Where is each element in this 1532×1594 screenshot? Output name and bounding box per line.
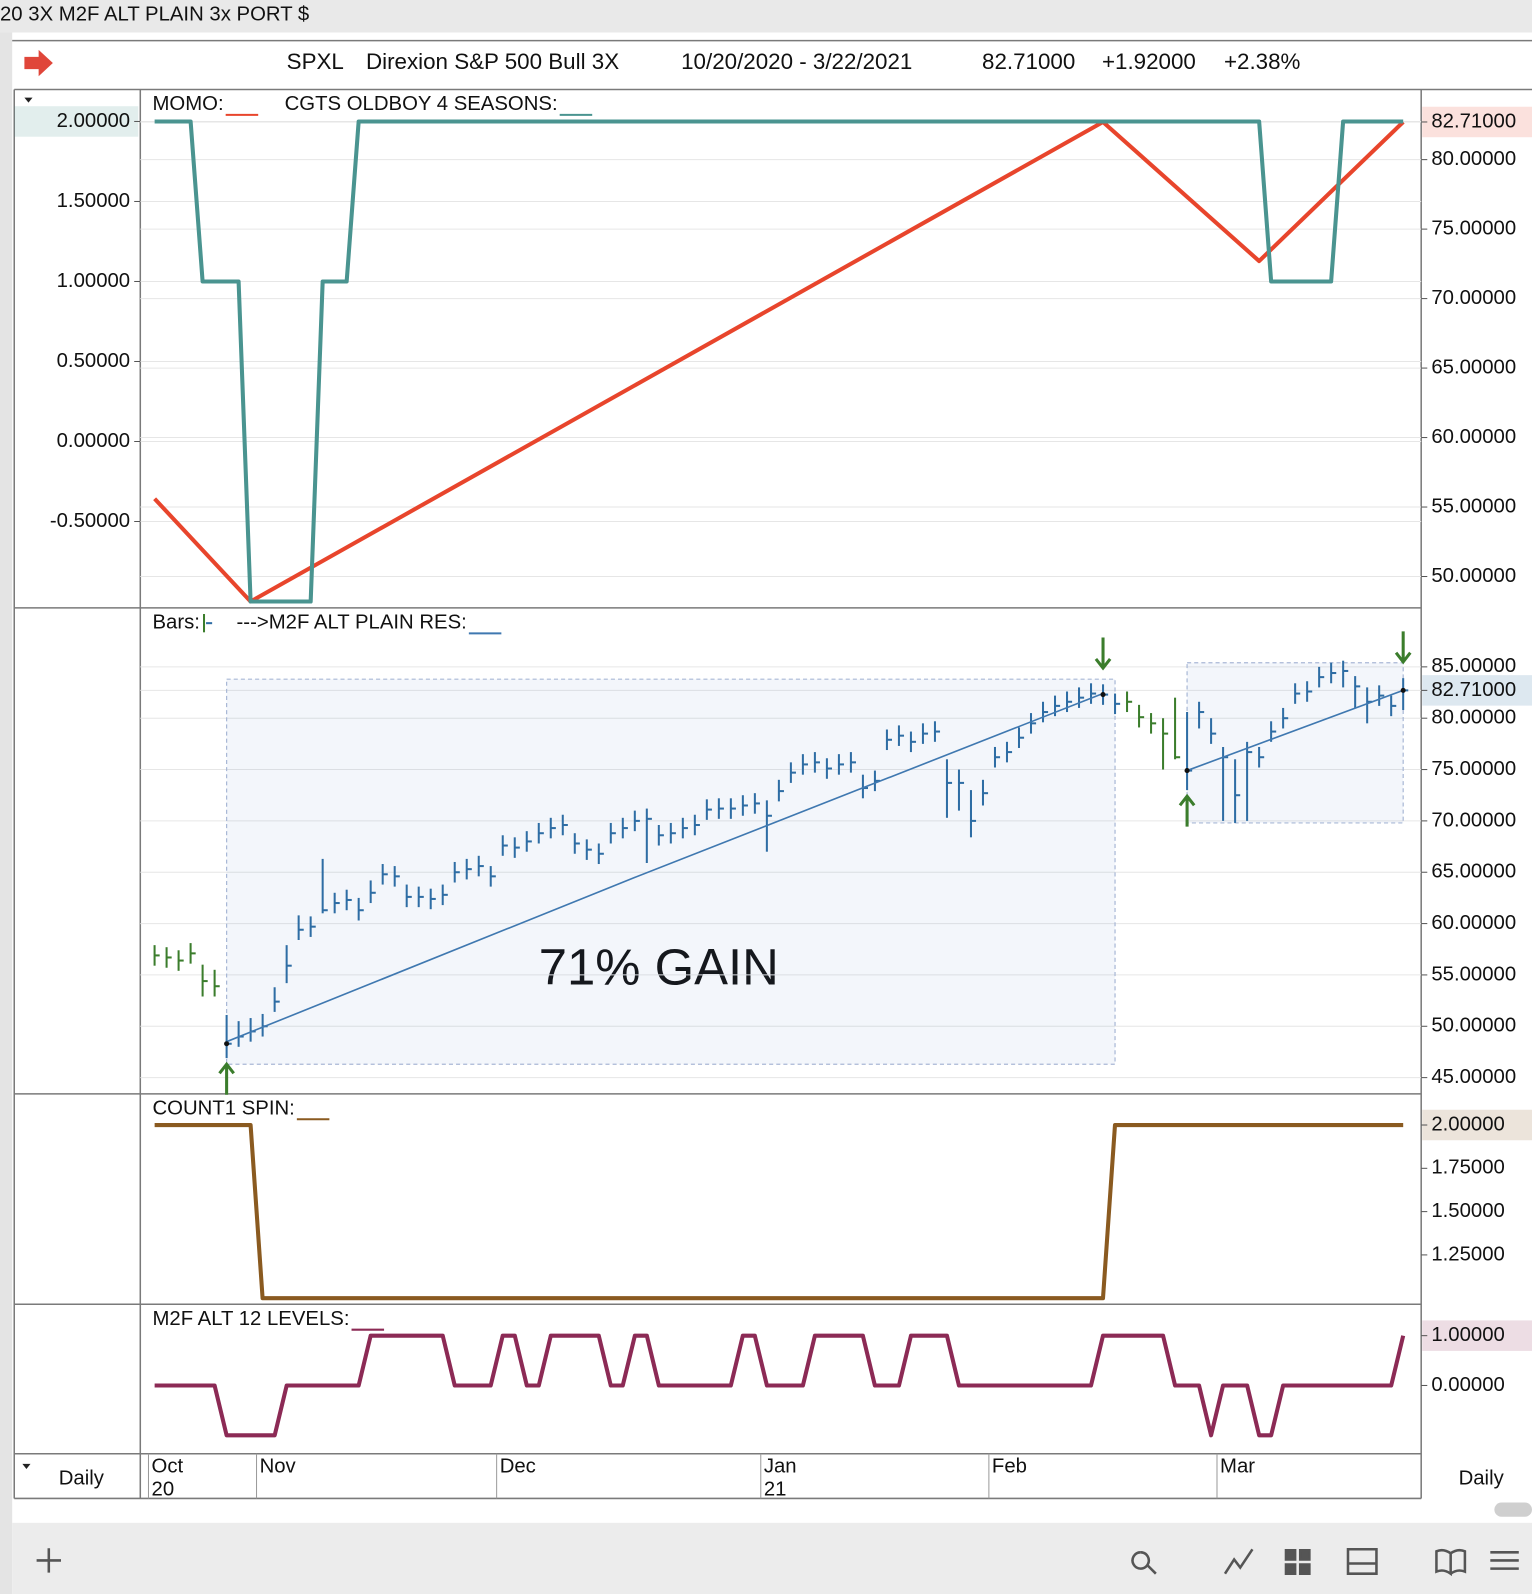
price-change: +1.92000 <box>1102 49 1196 74</box>
y-tick-label: 1.25000 <box>1431 1243 1504 1265</box>
x-tick-label: Mar <box>1220 1455 1255 1477</box>
y-tick-label: 60.00000 <box>1431 426 1516 448</box>
dropdown-icon[interactable] <box>24 97 33 103</box>
y-tick-label: 65.00000 <box>1431 356 1516 378</box>
annotation: 71% GAIN <box>539 938 779 995</box>
y-tick-label: 70.00000 <box>1431 809 1516 831</box>
toolbar <box>12 1522 1532 1594</box>
series-line <box>154 1333 1406 1438</box>
y-tick-label: 0.50000 <box>57 350 130 372</box>
x-tick-label: Nov <box>260 1455 297 1477</box>
panel-button[interactable] <box>1346 1547 1378 1575</box>
y-tick-label: 2.00000 <box>1431 1113 1504 1135</box>
window-edge <box>0 32 13 1594</box>
percent-change: +2.38% <box>1224 49 1301 74</box>
y-tick-label: 55.00000 <box>1431 963 1516 985</box>
series-line <box>226 689 1404 1043</box>
year-label: 21 <box>764 1479 787 1501</box>
toolbar-icons <box>36 1547 1519 1577</box>
y-tick-label: -0.50000 <box>50 510 130 532</box>
value-highlight <box>1422 1109 1532 1141</box>
scrollbar[interactable] <box>1494 1502 1532 1517</box>
symbol: SPXL <box>287 49 344 74</box>
sell-arrow <box>1394 631 1412 665</box>
legend-label: COUNT1 SPIN: <box>152 1097 294 1119</box>
buy-arrow <box>1178 793 1196 827</box>
y-tick-label: 0.00000 <box>1431 1374 1504 1396</box>
signal-dot <box>1184 768 1190 774</box>
x-tick-label: Jan <box>764 1455 797 1477</box>
y-tick-label: 60.00000 <box>1431 912 1516 934</box>
x-tick-label: Feb <box>992 1455 1027 1477</box>
layout-button[interactable] <box>1284 1549 1311 1575</box>
legend-label: M2F ALT 12 LEVELS: <box>152 1308 349 1330</box>
search-button[interactable] <box>1131 1551 1157 1575</box>
y-tick-label: 82.71000 <box>1431 679 1516 701</box>
y-tick-label: 80.00000 <box>1431 148 1516 170</box>
menu-button[interactable] <box>1490 1551 1519 1570</box>
y-tick-label: 1.50000 <box>1431 1200 1504 1222</box>
y-tick-label: 75.00000 <box>1431 758 1516 780</box>
y-tick-label: 75.00000 <box>1431 217 1516 239</box>
year-label: 20 <box>152 1479 175 1501</box>
y-tick-label: 1.50000 <box>57 190 130 212</box>
book-button[interactable] <box>1435 1548 1467 1577</box>
chart-style-button[interactable] <box>1223 1548 1254 1575</box>
y-tick-label: 55.00000 <box>1431 495 1516 517</box>
y-tick-label: 45.00000 <box>1431 1066 1516 1088</box>
y-tick-label: 85.00000 <box>1431 655 1516 677</box>
legend-label: MOMO: <box>152 93 223 115</box>
y-tick-label: 80.00000 <box>1431 707 1516 729</box>
zone <box>226 678 1116 1065</box>
series-line <box>154 1123 1404 1301</box>
security-name: Direxion S&P 500 Bull 3X <box>366 49 619 74</box>
signal-dot <box>224 1041 230 1047</box>
period-label[interactable]: Daily <box>59 1468 105 1490</box>
y-tick-label: 82.71000 <box>1431 110 1516 132</box>
y-tick-label: 1.75000 <box>1431 1157 1504 1179</box>
y-tick-label: 2.00000 <box>57 110 130 132</box>
add-button[interactable] <box>36 1548 62 1573</box>
y-tick-label: 1.00000 <box>57 270 130 292</box>
date-range: 10/20/2020 - 3/22/2021 <box>681 49 912 74</box>
value-highlight <box>14 106 139 137</box>
y-tick-label: 0.00000 <box>57 430 130 452</box>
buy-arrow <box>218 1061 235 1095</box>
dropdown-icon[interactable] <box>22 1463 31 1469</box>
y-tick-label: 1.00000 <box>1431 1324 1504 1346</box>
legend-label: Bars: <box>152 612 199 634</box>
value-highlight <box>1422 1320 1532 1351</box>
period-label[interactable]: Daily <box>1459 1468 1505 1490</box>
panel-frames <box>13 88 1532 1500</box>
y-tick-label: 70.00000 <box>1431 287 1516 309</box>
x-tick-label: Dec <box>500 1455 536 1477</box>
title-bar <box>0 0 1532 33</box>
header-arrow-icon[interactable] <box>24 49 53 77</box>
last-price: 82.71000 <box>982 49 1075 74</box>
value-highlight <box>1422 106 1532 138</box>
sell-arrow <box>1094 637 1112 671</box>
y-tick-label: 50.00000 <box>1431 1015 1516 1037</box>
series-line <box>154 119 1404 604</box>
signal-dot <box>1100 692 1106 698</box>
x-tick-label: Oct <box>152 1455 184 1477</box>
y-tick-label: 50.00000 <box>1431 565 1516 587</box>
window-title: 20 3X M2F ALT PLAIN 3x PORT $ <box>0 4 309 26</box>
y-tick-label: 65.00000 <box>1431 861 1516 883</box>
value-highlight <box>1422 675 1532 706</box>
legend-label: --->M2F ALT PLAIN RES: <box>237 612 467 634</box>
legend-label: CGTS OLDBOY 4 SEASONS: <box>285 93 558 115</box>
signal-dot <box>1400 687 1406 693</box>
